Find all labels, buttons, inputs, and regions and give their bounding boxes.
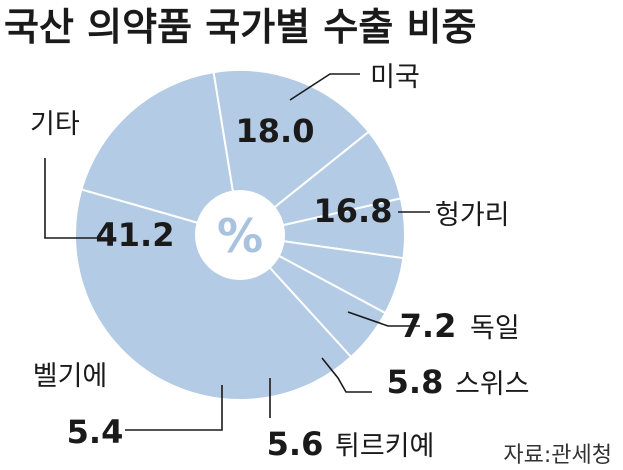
leader-line	[125, 385, 223, 431]
slice-value-label: 5.6	[267, 425, 324, 463]
source-note: 자료:관세청	[503, 443, 612, 468]
slice-category-label: 미국	[370, 62, 420, 93]
slice-value-label: 5.4	[67, 413, 124, 451]
slice-value-label: 16.8	[314, 192, 393, 230]
leader-line	[289, 73, 360, 101]
percent-symbol: %	[217, 209, 263, 263]
slice-category-label: 기타	[30, 109, 80, 140]
leader-line	[347, 311, 420, 327]
slice-value-label: 5.8	[387, 363, 444, 401]
chart-title: 국산 의약품 국가별 수출 비중	[4, 5, 476, 49]
slice-category-label: 튀르키예	[335, 431, 434, 462]
leader-lines-group	[44, 73, 430, 431]
slice-category-label: 벨기에	[33, 361, 108, 392]
slice-category-label: 헝가리	[435, 200, 510, 231]
slice-category-label: 스위스	[455, 369, 530, 400]
slices-group	[74, 69, 406, 401]
leader-line	[44, 158, 98, 239]
slice-value-label: 41.2	[96, 216, 175, 254]
center-hole	[195, 190, 285, 280]
slice-value-label: 7.2	[400, 307, 457, 345]
slice-value-label: 18.0	[236, 112, 315, 150]
pie-slice	[74, 188, 353, 401]
pie-slice	[80, 70, 242, 237]
leader-line	[321, 357, 372, 393]
slice-category-label: 독일	[470, 313, 520, 344]
labels-group: 18.0 미국 16.8 헝가리 7.2 독일 5.8 스위스 5.6 튀르키예 5.4 벨기에 41.…	[30, 62, 530, 463]
